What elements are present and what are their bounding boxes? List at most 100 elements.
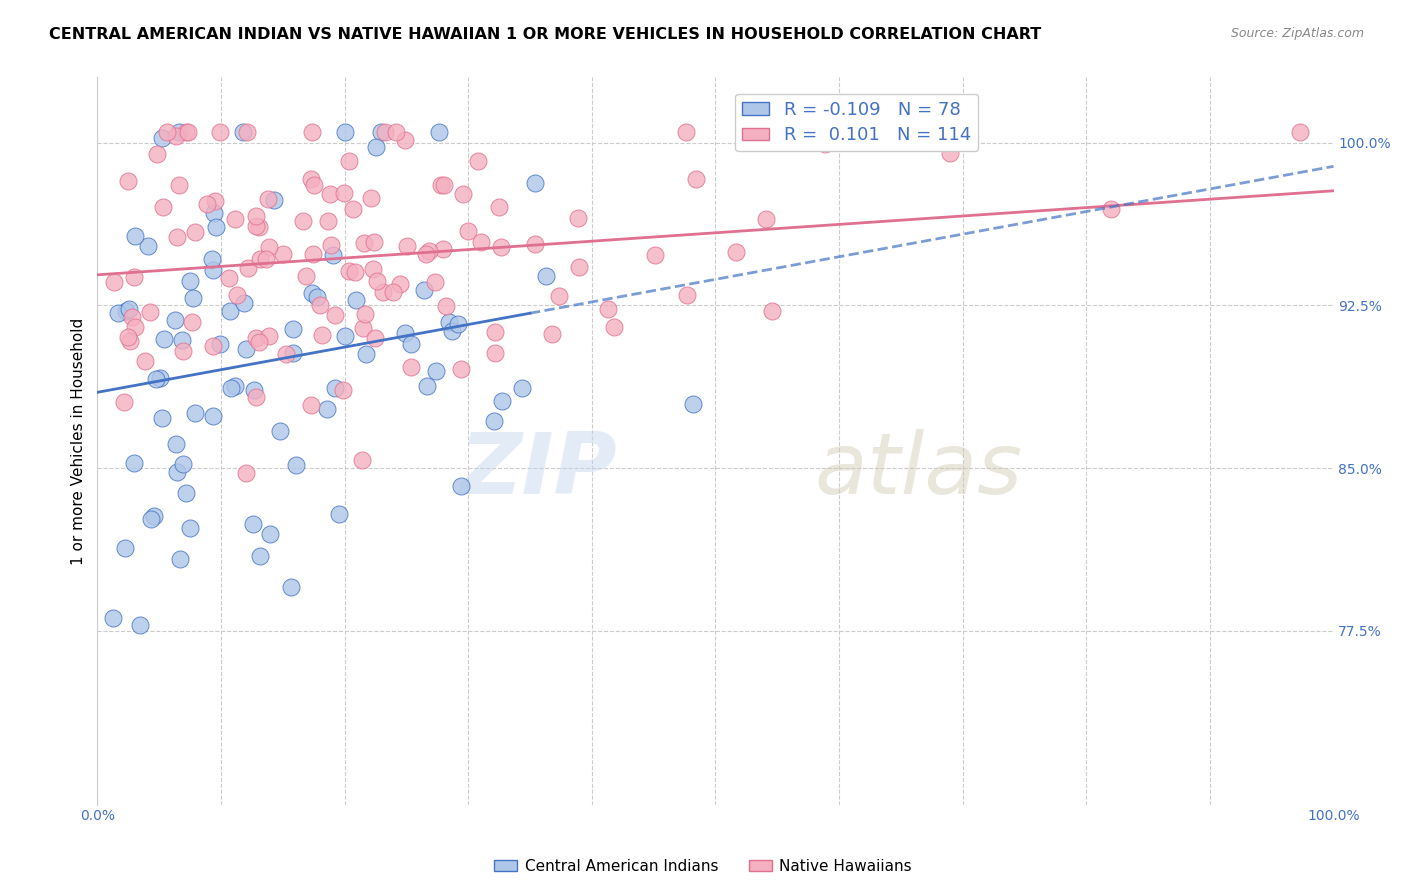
Point [814, 137, 837, 152]
Point [457, 224, 479, 238]
Point [354, 307, 377, 321]
Point [245, 331, 267, 345]
Point [195, 197, 218, 211]
Point [136, 239, 159, 253]
Point [201, 252, 224, 267]
Point [170, 333, 193, 347]
Point [179, 274, 201, 288]
Point [425, 275, 447, 289]
Point [354, 347, 377, 361]
Point [247, 334, 270, 349]
Point [315, 401, 337, 416]
Point [548, 288, 571, 302]
Point [269, 424, 291, 438]
Point [150, 131, 173, 145]
Y-axis label: 1 or more Vehicles in Household: 1 or more Vehicles in Household [72, 318, 86, 565]
Point [363, 235, 385, 249]
Point [236, 125, 259, 139]
Point [236, 261, 259, 276]
Point [146, 146, 169, 161]
Point [124, 456, 146, 470]
Point [177, 125, 200, 139]
Point [167, 178, 190, 193]
Point [333, 186, 356, 201]
Point [249, 549, 271, 563]
Point [172, 344, 194, 359]
Point [263, 193, 285, 207]
Point [524, 177, 547, 191]
Point [524, 237, 547, 252]
Point [112, 395, 135, 409]
Point [308, 297, 330, 311]
Point [139, 511, 162, 525]
Point [165, 128, 187, 143]
Point [202, 262, 225, 277]
Point [117, 330, 139, 344]
Point [257, 329, 280, 343]
Point [124, 320, 146, 334]
Point [401, 336, 423, 351]
Point [259, 527, 281, 541]
Point [165, 437, 187, 451]
Point [450, 479, 472, 493]
Point [184, 407, 207, 421]
Point [451, 187, 474, 202]
Point [363, 331, 385, 345]
Point [510, 381, 533, 395]
Point [232, 296, 254, 310]
Point [332, 383, 354, 397]
Point [245, 209, 267, 223]
Point [242, 517, 264, 532]
Text: CENTRAL AMERICAN INDIAN VS NATIVE HAWAIIAN 1 OR MORE VEHICLES IN HOUSEHOLD CORRE: CENTRAL AMERICAN INDIAN VS NATIVE HAWAII… [49, 27, 1042, 42]
Point [247, 220, 270, 235]
Point [425, 363, 447, 377]
Point [598, 302, 620, 317]
Point [366, 275, 388, 289]
Point [101, 610, 124, 624]
Point [450, 361, 472, 376]
Point [202, 206, 225, 220]
Point [675, 287, 697, 301]
Point [396, 238, 419, 252]
Point [114, 304, 136, 318]
Point [243, 383, 266, 397]
Point [180, 315, 202, 329]
Text: atlas: atlas [814, 429, 1022, 512]
Point [302, 178, 325, 193]
Point [232, 125, 254, 139]
Point [202, 338, 225, 352]
Point [276, 347, 298, 361]
Point [399, 359, 422, 374]
Point [724, 244, 747, 259]
Point [301, 125, 323, 139]
Point [337, 154, 360, 169]
Point [333, 329, 356, 343]
Point [145, 372, 167, 386]
Point [107, 306, 129, 320]
Point [301, 247, 323, 261]
Point [257, 240, 280, 254]
Point [219, 382, 242, 396]
Point [385, 125, 408, 139]
Point [124, 229, 146, 244]
Point [323, 381, 346, 395]
Point [433, 178, 456, 192]
Point [394, 326, 416, 341]
Point [139, 304, 162, 318]
Point [644, 248, 666, 262]
Point [325, 308, 347, 322]
Point [1099, 202, 1122, 216]
Point [311, 328, 333, 343]
Point [470, 235, 492, 250]
Point [149, 371, 172, 385]
Point [305, 290, 328, 304]
Point [488, 200, 510, 214]
Text: Source: ZipAtlas.com: Source: ZipAtlas.com [1230, 27, 1364, 40]
Point [319, 238, 342, 252]
Point [482, 414, 505, 428]
Point [169, 552, 191, 566]
Point [1289, 125, 1312, 139]
Point [122, 270, 145, 285]
Point [299, 398, 322, 412]
Legend: R = -0.109   N = 78, R =  0.101   N = 114: R = -0.109 N = 78, R = 0.101 N = 114 [735, 94, 979, 152]
